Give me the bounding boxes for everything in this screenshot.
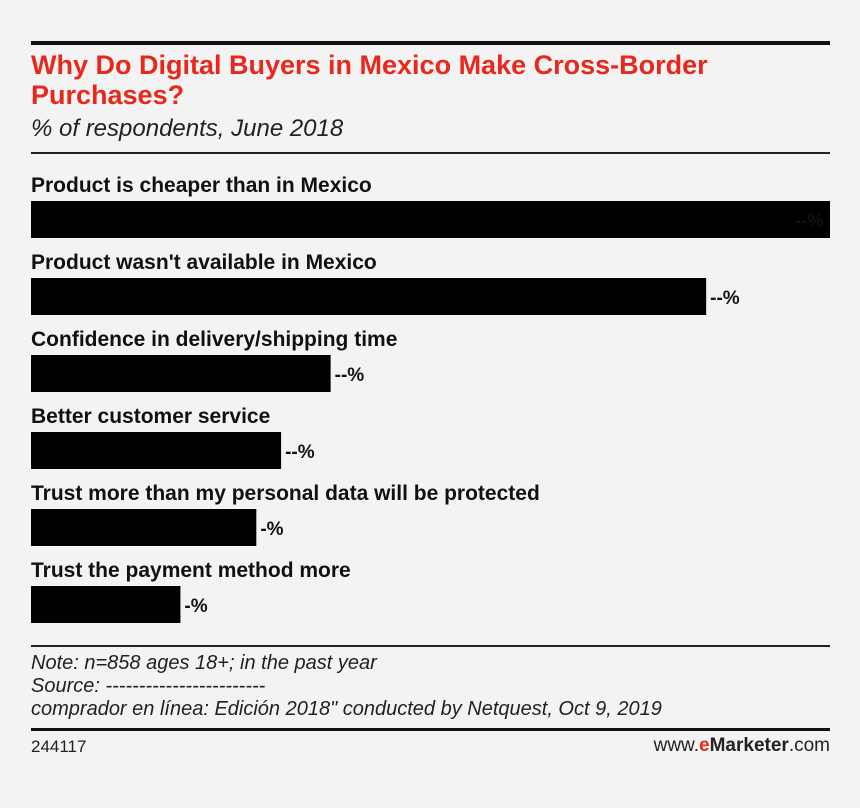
category-label: Trust more than my personal data will be… [31, 482, 540, 505]
bar [31, 509, 257, 546]
brand-name: Marketer [709, 735, 789, 756]
value-label: -% [184, 596, 207, 617]
brand-e: e [699, 735, 710, 756]
chart-id: 244117 [31, 737, 87, 756]
category-label: Better customer service [31, 405, 270, 428]
notes-block: Note: n=858 ages 18+; in the past year S… [31, 652, 662, 721]
emarketer-link[interactable]: www.eMarketer.com [654, 735, 830, 757]
bottom-rule [31, 728, 830, 731]
source-continued-text: comprador en línea: Edición 2018" conduc… [31, 698, 662, 720]
footer-divider [31, 645, 830, 647]
chart-title: Why Do Digital Buyers in Mexico Make Cro… [31, 50, 708, 110]
category-label: Product is cheaper than in Mexico [31, 174, 372, 197]
note-text: Note: n=858 ages 18+; in the past year [31, 652, 377, 674]
bar [31, 278, 707, 315]
value-label: --% [335, 365, 365, 386]
bar [31, 201, 830, 238]
bar [31, 432, 282, 469]
bar [31, 586, 181, 623]
bar [31, 355, 331, 392]
top-rule [31, 41, 830, 45]
brand-prefix: www. [653, 735, 700, 756]
chart-subtitle: % of respondents, June 2018 [31, 115, 344, 142]
brand-suffix: .com [788, 735, 830, 756]
source-text: Source: ------------------------ [31, 675, 266, 697]
value-label: --% [710, 288, 740, 309]
value-label: --% [285, 442, 315, 463]
category-label: Confidence in delivery/shipping time [31, 328, 397, 351]
header-divider [31, 152, 830, 154]
value-label: --% [794, 211, 824, 232]
category-label: Trust the payment method more [31, 559, 351, 582]
category-label: Product wasn't available in Mexico [31, 251, 377, 274]
value-label: -% [260, 519, 283, 540]
bar-chart: Product is cheaper than in Mexico --% Prod… [31, 174, 830, 623]
